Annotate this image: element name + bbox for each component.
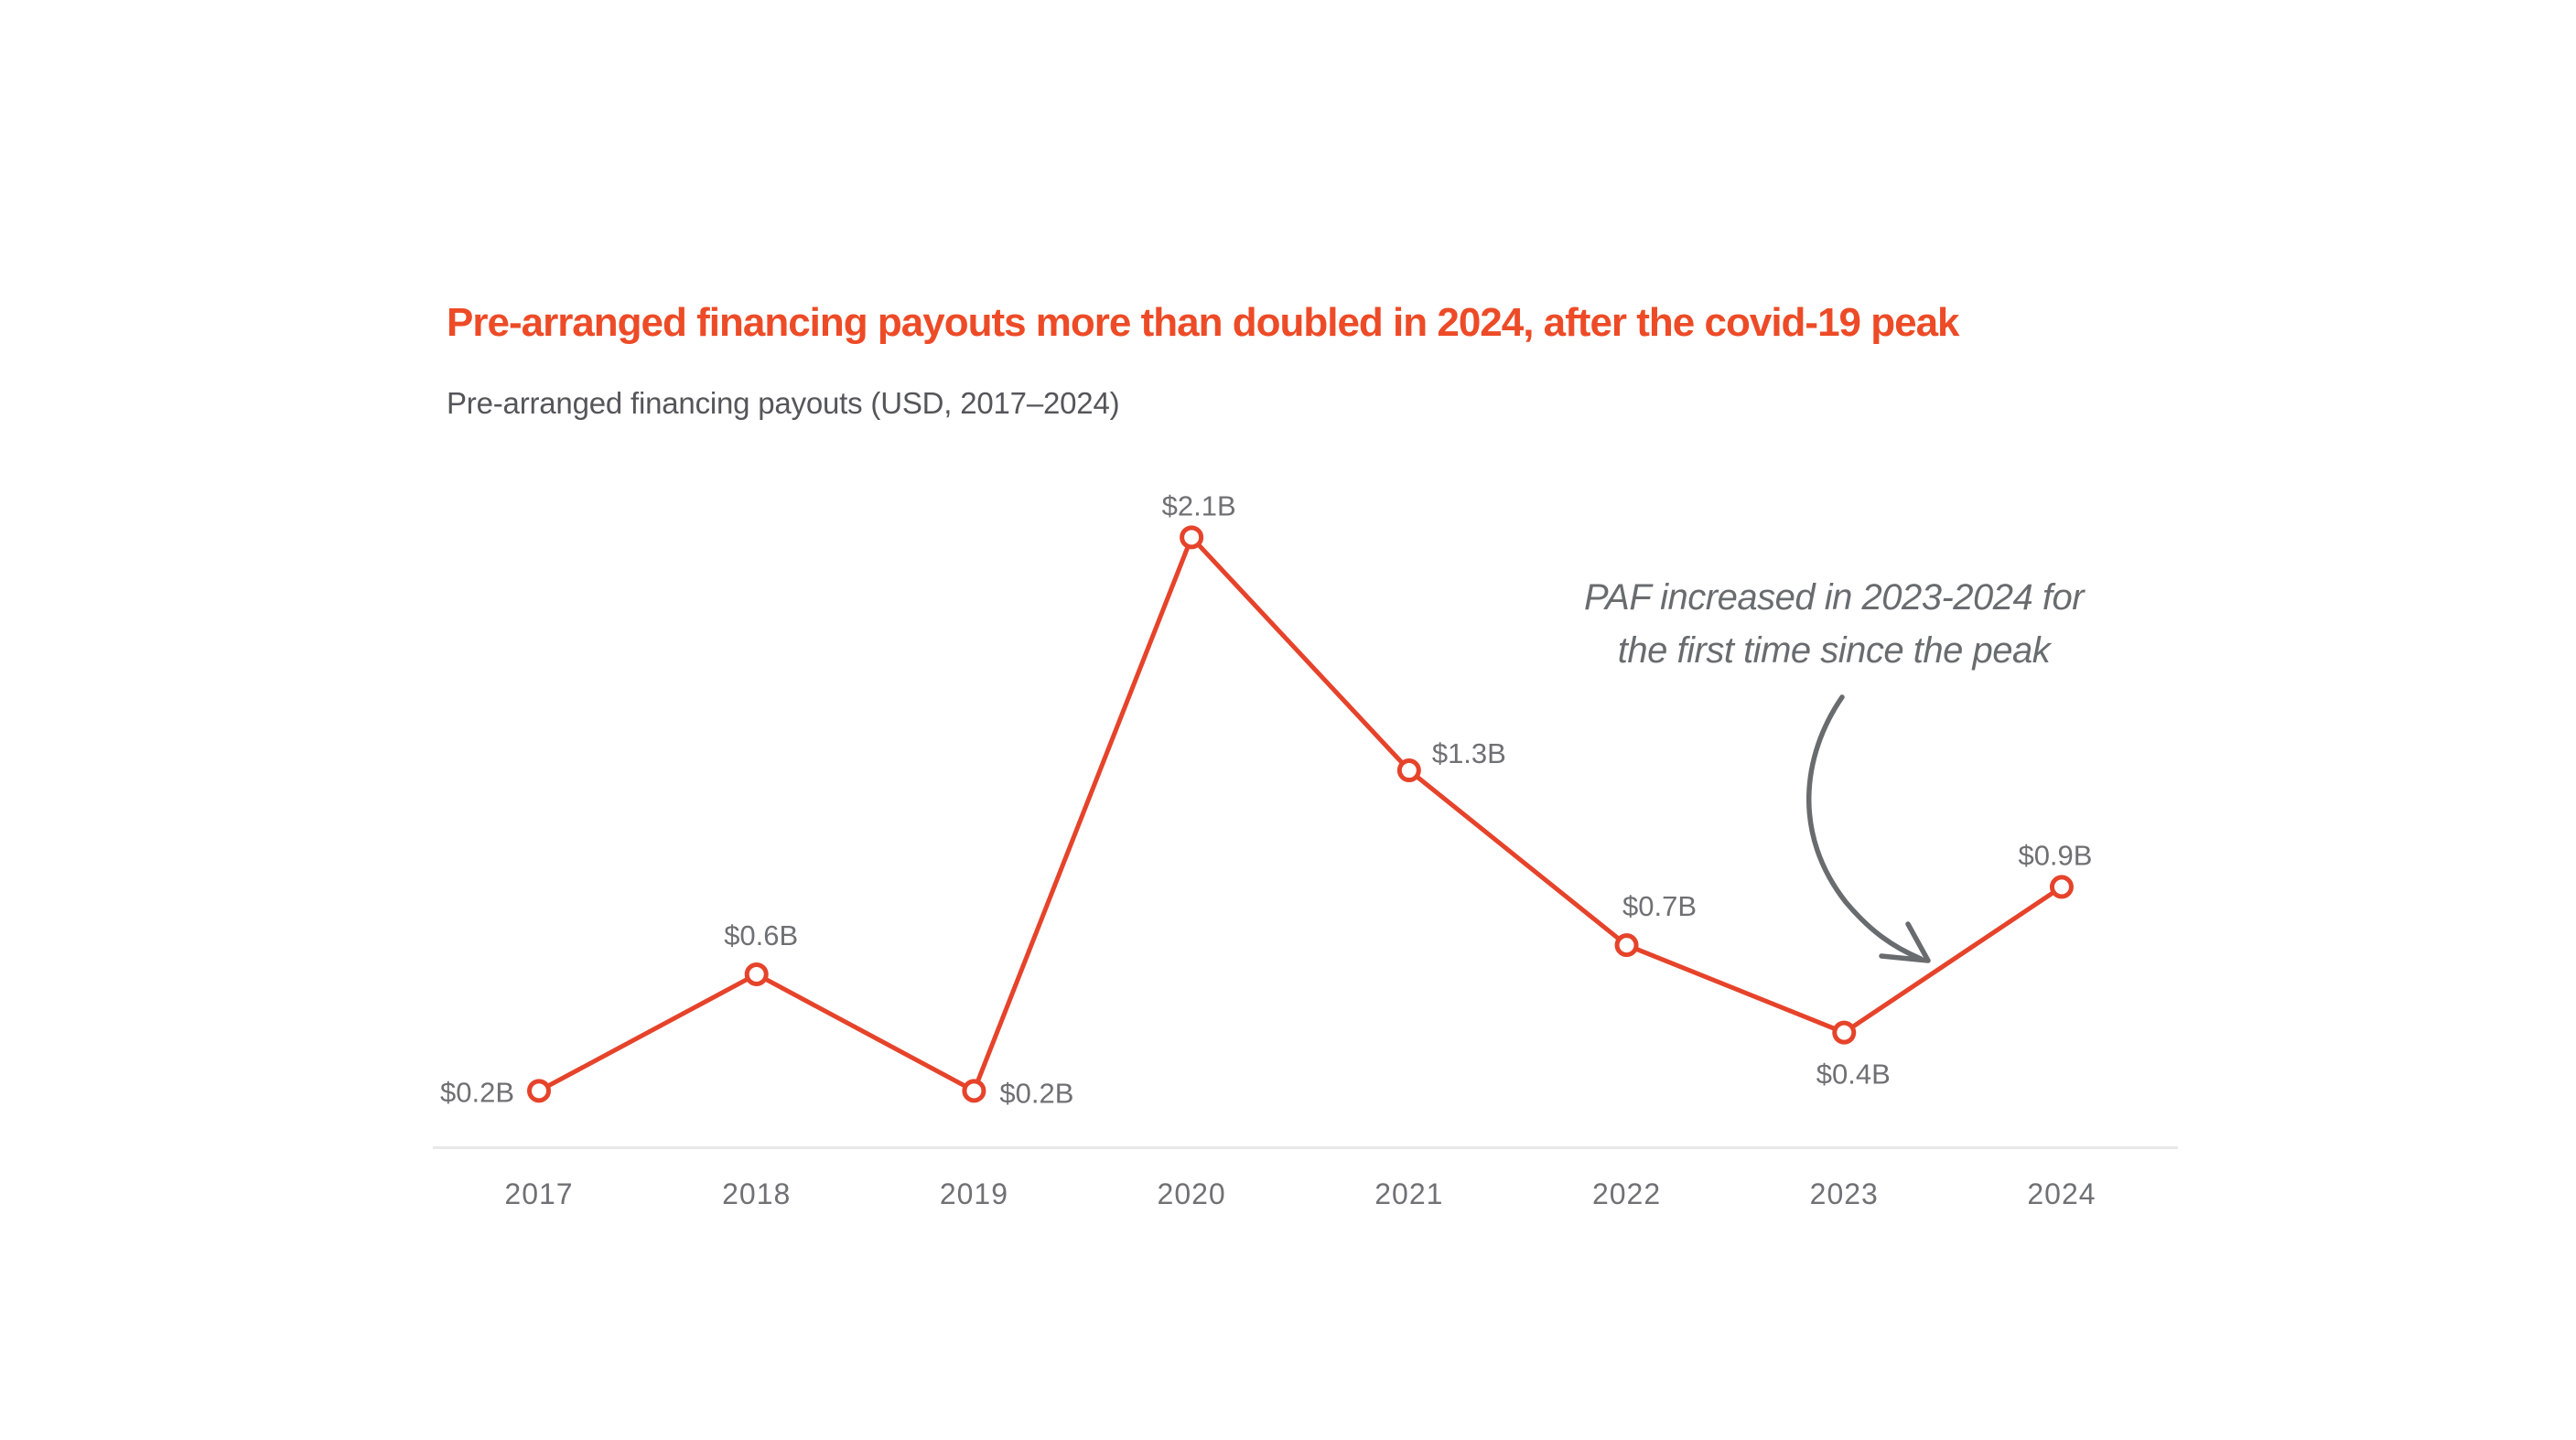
chart-subtitle: Pre-arranged financing payouts (USD, 201… [447, 386, 1120, 420]
annotation-note: PAF increased in 2023-2024 for the first… [1532, 571, 2136, 677]
annotation-line-2: the first time since the peak [1617, 630, 2051, 671]
x-tick-2020: 2020 [1158, 1177, 1226, 1210]
data-label-2019: $0.2B [999, 1077, 1073, 1109]
data-label-2023: $0.4B [1816, 1059, 1891, 1091]
data-points [527, 525, 2074, 1103]
data-point-2017 [527, 1079, 551, 1103]
data-label-2024: $0.9B [2018, 839, 2092, 871]
x-tick-2019: 2019 [940, 1177, 1008, 1210]
x-tick-2021: 2021 [1374, 1177, 1443, 1210]
annotation-line-1: PAF increased in 2023-2024 for [1583, 577, 2085, 618]
data-point-labels: $0.2B $0.6B $0.2B $2.1B $1.3B $0.7B $0.4B $0.9B [440, 489, 2092, 1109]
x-axis-tick-labels: 2017 2018 2019 2020 2021 2022 2023 2024 [504, 1177, 2096, 1210]
data-label-2021: $1.3B [1432, 737, 1506, 769]
data-label-2022: $0.7B [1622, 890, 1697, 922]
annotation-arrow-curve-icon [1806, 694, 1924, 962]
x-tick-2024: 2024 [2027, 1177, 2096, 1210]
data-label-2020: $2.1B [1162, 489, 1236, 521]
series-line [537, 534, 2064, 1093]
data-point-2024 [2049, 875, 2074, 899]
data-label-2018: $0.6B [724, 919, 798, 951]
annotation-arrow-head-icon [1879, 921, 1931, 963]
x-tick-2022: 2022 [1592, 1177, 1661, 1210]
data-point-2018 [744, 962, 769, 986]
chart-title: Pre-arranged financing payouts more than… [447, 300, 1960, 345]
data-point-2023 [1832, 1020, 1857, 1045]
x-tick-2023: 2023 [1810, 1177, 1879, 1210]
x-tick-2018: 2018 [722, 1177, 791, 1210]
x-tick-2017: 2017 [504, 1177, 573, 1210]
data-point-2019 [962, 1079, 986, 1103]
data-point-2021 [1396, 758, 1421, 783]
data-point-2020 [1180, 525, 1204, 550]
data-label-2017: $0.2B [440, 1076, 514, 1108]
data-point-2022 [1614, 933, 1639, 958]
